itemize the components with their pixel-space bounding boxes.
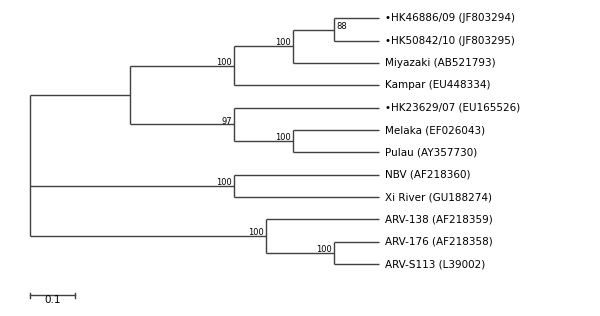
Text: Xi River (GU188274): Xi River (GU188274) bbox=[385, 192, 492, 202]
Text: 100: 100 bbox=[248, 228, 263, 237]
Text: 88: 88 bbox=[337, 22, 347, 31]
Text: 0.1: 0.1 bbox=[44, 295, 61, 305]
Text: 100: 100 bbox=[216, 178, 232, 187]
Text: 100: 100 bbox=[275, 133, 291, 143]
Text: NBV (AF218360): NBV (AF218360) bbox=[385, 170, 470, 180]
Text: •HK46886/09 (JF803294): •HK46886/09 (JF803294) bbox=[385, 13, 515, 23]
Text: 100: 100 bbox=[216, 58, 232, 67]
Text: 100: 100 bbox=[275, 39, 291, 47]
Text: Miyazaki (AB521793): Miyazaki (AB521793) bbox=[385, 58, 496, 68]
Text: •HK50842/10 (JF803295): •HK50842/10 (JF803295) bbox=[385, 36, 515, 46]
Text: •HK23629/07 (EU165526): •HK23629/07 (EU165526) bbox=[385, 103, 520, 113]
Text: Kampar (EU448334): Kampar (EU448334) bbox=[385, 80, 490, 90]
Text: 97: 97 bbox=[221, 117, 232, 126]
Text: ARV-138 (AF218359): ARV-138 (AF218359) bbox=[385, 215, 493, 224]
Text: Melaka (EF026043): Melaka (EF026043) bbox=[385, 125, 485, 135]
Text: ARV-S113 (L39002): ARV-S113 (L39002) bbox=[385, 259, 485, 269]
Text: 100: 100 bbox=[316, 245, 332, 254]
Text: ARV-176 (AF218358): ARV-176 (AF218358) bbox=[385, 237, 493, 247]
Text: Pulau (AY357730): Pulau (AY357730) bbox=[385, 148, 477, 157]
